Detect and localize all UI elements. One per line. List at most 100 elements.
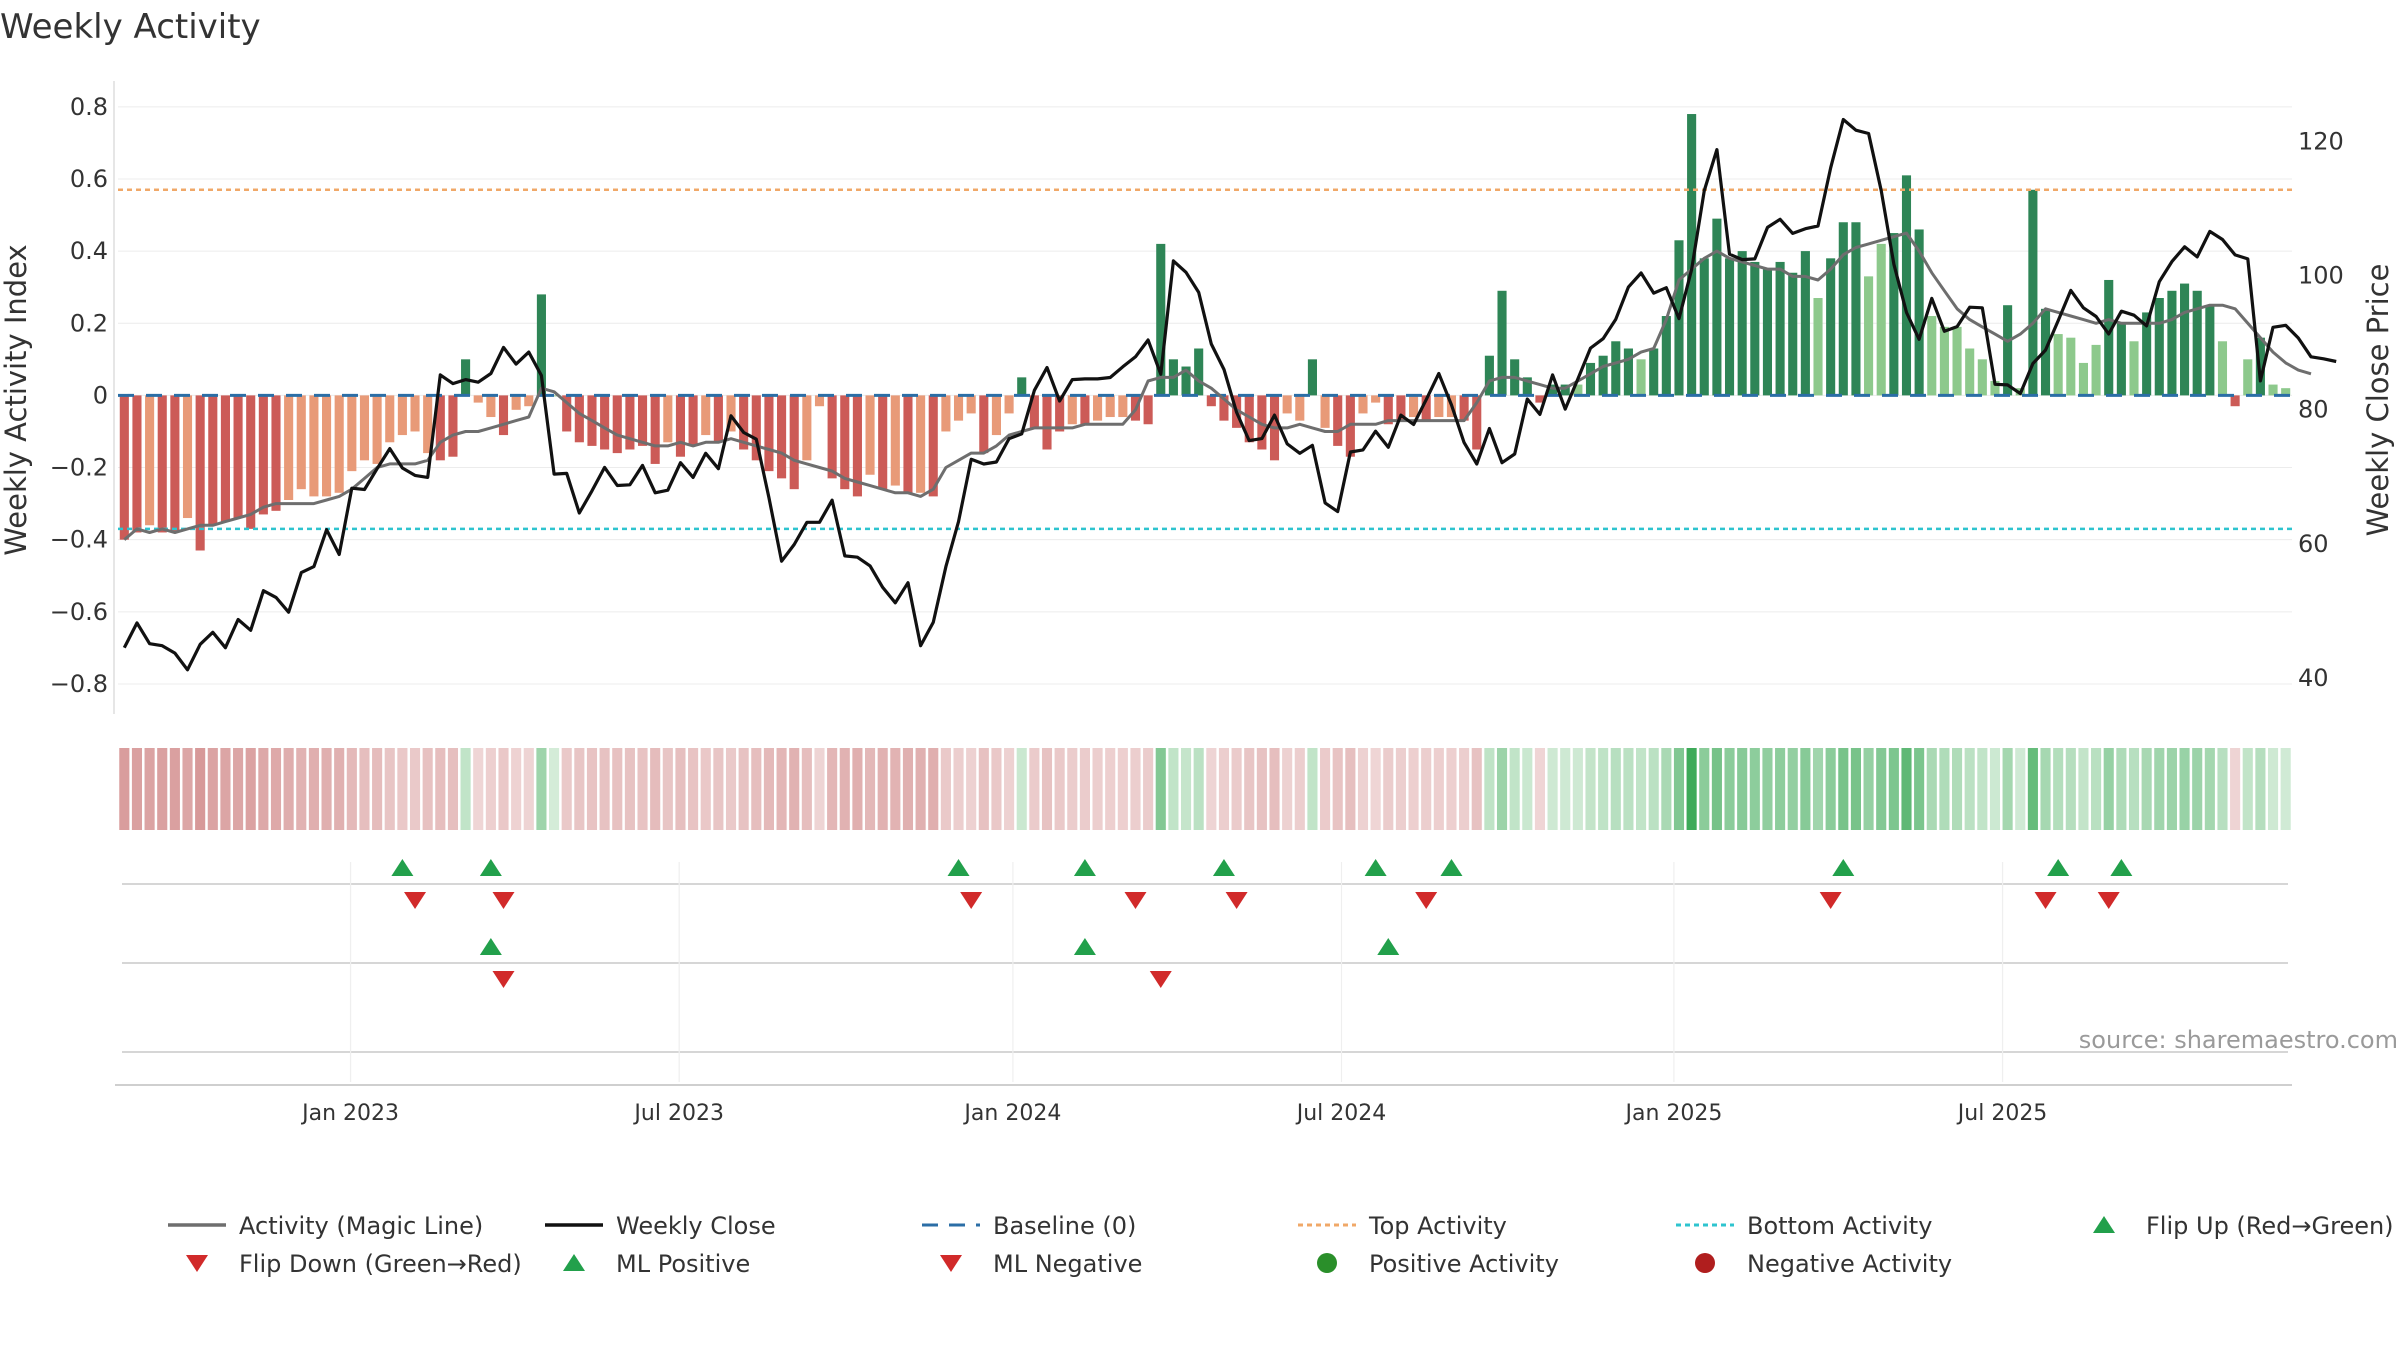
activity-bar	[663, 395, 673, 443]
strip-cell	[2078, 748, 2089, 830]
strip-cell	[397, 748, 408, 830]
date-tick-label: Jul 2023	[632, 1101, 724, 1126]
strip-cell	[144, 748, 155, 830]
date-tick-label: Jan 2023	[300, 1101, 399, 1126]
strip-cell	[1737, 748, 1748, 830]
activity-bar	[1661, 316, 1671, 396]
activity-bar	[461, 359, 471, 396]
activity-bar	[2142, 312, 2152, 396]
activity-bar	[1927, 316, 1937, 396]
strip-cell	[839, 748, 850, 830]
activity-bar	[1459, 395, 1469, 421]
activity-bar	[1396, 395, 1406, 421]
strip-cell	[2280, 748, 2291, 830]
activity-bar	[524, 395, 534, 407]
legend: Activity (Magic Line) Weekly Close Baselin…	[168, 1212, 2394, 1278]
activity-bar	[1813, 298, 1823, 396]
strip-cell	[2091, 748, 2102, 830]
activity-bar	[802, 395, 812, 461]
activity-bar	[359, 395, 370, 461]
activity-bar	[322, 395, 332, 497]
legend-label: Top Activity	[1368, 1212, 1507, 1240]
strip-cell	[801, 748, 812, 830]
strip-cell	[422, 748, 433, 830]
strip-cell	[473, 748, 484, 830]
strip-cell	[1484, 748, 1495, 830]
strip-cell	[1749, 748, 1760, 830]
legend-label: Weekly Close	[616, 1212, 776, 1240]
activity-bar	[246, 395, 256, 529]
strip-cell	[2065, 748, 2076, 830]
activity-bar	[170, 395, 180, 533]
strip-cell	[359, 748, 370, 830]
strip-cell	[511, 748, 522, 830]
strip-cell	[713, 748, 724, 830]
flip-down-marker	[1124, 892, 1147, 909]
activity-bar	[1067, 395, 1077, 425]
activity-bar	[865, 395, 875, 475]
strip-cell	[1699, 748, 1710, 830]
strip-cell	[321, 748, 332, 830]
activity-bar	[764, 395, 774, 472]
legend-item: Top Activity	[1298, 1212, 1507, 1240]
legend-label: Flip Up (Red→Green)	[2146, 1212, 2394, 1240]
date-tick-label: Jul 2024	[1295, 1101, 1387, 1126]
activity-bar	[157, 395, 167, 533]
strip-cell	[1661, 748, 1672, 830]
strip-cell	[1977, 748, 1988, 830]
date-tick-label: Jan 2024	[962, 1101, 1061, 1126]
activity-bar	[220, 395, 230, 522]
activity-bar	[1548, 384, 1558, 396]
strip-cell	[2217, 748, 2228, 830]
strip-cell	[1534, 748, 1546, 830]
activity-bar	[890, 395, 900, 486]
left-tick-label: −0.4	[50, 526, 108, 554]
activity-bar	[1724, 258, 1735, 396]
activity-bar	[208, 395, 218, 526]
activity-bar	[1320, 395, 1330, 428]
legend-item: Positive Activity	[1317, 1250, 1559, 1278]
strip-cell	[549, 748, 560, 830]
strip-cell	[1572, 748, 1583, 830]
magic-line	[123, 231, 2312, 541]
left-tick-label: 0.8	[70, 93, 108, 121]
activity-bar	[1838, 222, 1848, 396]
strip-cell	[1989, 748, 2001, 830]
activity-bar	[1244, 395, 1254, 443]
strip-cell	[953, 748, 964, 830]
activity-bar	[1788, 272, 1798, 396]
strip-cell	[1636, 748, 1647, 830]
activity-bar	[1358, 395, 1368, 414]
activity-bar	[1181, 366, 1191, 396]
flip-up-marker	[1440, 859, 1463, 876]
activity-bar	[309, 395, 319, 497]
activity-bar	[1990, 380, 2000, 396]
ml-positive-marker	[1377, 938, 1400, 955]
strip-cell	[928, 748, 939, 830]
right-tick-label: 60	[2298, 530, 2329, 558]
strip-cell	[1496, 748, 1508, 830]
activity-bar	[1093, 395, 1103, 421]
flip-down-marker	[2097, 892, 2120, 909]
activity-bar	[2078, 362, 2088, 396]
activity-bar	[1055, 395, 1065, 432]
strip-cell	[1850, 748, 1861, 830]
activity-bar	[1345, 395, 1355, 457]
strip-cell	[561, 748, 572, 830]
legend-swatch	[1317, 1253, 1337, 1273]
strip-cell	[789, 748, 800, 830]
legend-item: Activity (Magic Line)	[168, 1212, 483, 1240]
right-tick-label: 100	[2298, 262, 2344, 290]
activity-bar	[423, 395, 433, 454]
strip-cell	[1711, 748, 1722, 830]
strip-cell	[1041, 748, 1053, 830]
strip-cell	[1888, 748, 1899, 830]
flip-up-marker	[1832, 859, 1855, 876]
legend-item: Bottom Activity	[1676, 1212, 1932, 1240]
activity-bar	[473, 395, 483, 403]
activity-bar	[1977, 359, 1987, 396]
strip-cell	[157, 748, 168, 830]
strip-cell	[1269, 748, 1280, 830]
strip-cell	[877, 748, 888, 830]
activity-bar	[2129, 341, 2139, 396]
